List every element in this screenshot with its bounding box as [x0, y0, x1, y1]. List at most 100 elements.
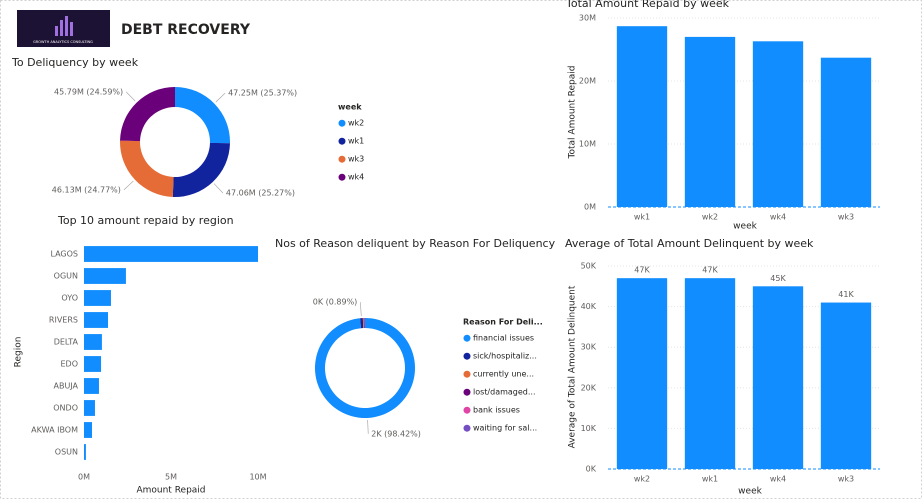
- legend-marker: [463, 424, 471, 432]
- y-tick-label: 50K: [581, 262, 597, 271]
- legend-label: wk1: [348, 137, 364, 146]
- bar: [84, 312, 109, 328]
- x-tick-label: wk3: [838, 213, 854, 222]
- y-tick-label: 0M: [584, 203, 596, 212]
- chart-title: Average of Total Amount Delinquent by we…: [565, 237, 814, 250]
- legend-label: lost/damaged...: [473, 388, 536, 397]
- data-label: 0K (0.89%): [313, 298, 358, 307]
- leader-line: [125, 91, 136, 102]
- y-tick-label: 40K: [581, 302, 597, 311]
- donut-slice: [120, 140, 174, 197]
- bar: [84, 356, 102, 372]
- chart-title: Total Amount Repaid by week: [565, 0, 730, 10]
- x-tick-label: wk1: [634, 213, 650, 222]
- x-tick-label: 5M: [165, 473, 177, 482]
- legend-marker: [338, 173, 346, 181]
- logo: [17, 10, 110, 47]
- bar: [84, 378, 99, 394]
- y-tick-label: ABUJA: [53, 382, 78, 391]
- legend-label: sick/hospitaliz...: [473, 352, 537, 361]
- x-tick-label: wk1: [702, 475, 718, 484]
- x-tick-label: wk2: [702, 213, 718, 222]
- data-label: 47K: [702, 266, 718, 275]
- bar: [820, 302, 872, 469]
- logo-icon: [55, 16, 73, 36]
- data-label: 47K: [634, 266, 650, 275]
- legend-label: wk3: [348, 155, 364, 164]
- data-label: 41K: [838, 290, 854, 299]
- chart-title: Nos of Reason deliquent by Reason For De…: [275, 237, 556, 250]
- data-label: 2K (98.42%): [371, 429, 421, 438]
- bar: [684, 36, 736, 208]
- y-tick-label: 10K: [581, 424, 597, 433]
- x-tick-label: wk2: [634, 475, 650, 484]
- legend-label: wk2: [348, 119, 364, 128]
- donut-slice: [362, 318, 365, 329]
- legend-marker: [463, 352, 471, 360]
- legend-label: currently une...: [473, 370, 534, 379]
- y-tick-label: EDO: [60, 360, 78, 369]
- x-tick-label: wk4: [770, 213, 786, 222]
- y-tick-label: OYO: [61, 294, 78, 303]
- x-axis-title: week: [733, 222, 757, 232]
- leader-line: [215, 92, 226, 103]
- y-tick-label: 10M: [579, 140, 596, 149]
- y-tick-label: 20K: [581, 383, 597, 392]
- data-label: 46.13M (24.77%): [52, 185, 121, 194]
- x-tick-label: 0M: [78, 473, 90, 482]
- bar: [84, 290, 111, 306]
- legend-label: wk4: [348, 173, 364, 182]
- legend-marker: [463, 388, 471, 396]
- bar: [84, 334, 102, 350]
- donut-slice: [360, 318, 364, 329]
- y-tick-label: OSUN: [55, 448, 78, 457]
- bar: [84, 422, 93, 438]
- y-axis-title: Average of Total Amount Delinquent: [568, 285, 578, 448]
- legend-marker: [463, 370, 471, 378]
- donut-slice: [120, 87, 175, 142]
- leader-line: [213, 183, 224, 194]
- x-tick-label: wk3: [838, 475, 854, 484]
- y-tick-label: DELTA: [54, 338, 79, 347]
- donut-slice: [175, 87, 230, 144]
- bar: [616, 278, 668, 469]
- y-tick-label: 30M: [579, 14, 596, 23]
- bar: [684, 278, 736, 469]
- x-axis-title: Amount Repaid: [136, 486, 205, 496]
- y-tick-label: AKWA IBOM: [31, 426, 78, 435]
- legend-label: financial issues: [473, 334, 534, 343]
- chart-title: To Deliquency by week: [11, 56, 139, 69]
- data-label: 45.79M (24.59%): [54, 87, 123, 96]
- bar: [84, 444, 86, 460]
- legend-marker: [463, 334, 471, 342]
- legend-title: week: [338, 103, 362, 112]
- x-tick-label: 10M: [249, 473, 266, 482]
- chart-title: Top 10 amount repaid by region: [57, 214, 234, 227]
- x-tick-label: wk4: [770, 475, 786, 484]
- bar: [84, 400, 95, 416]
- legend-title: Reason For Deli...: [463, 318, 543, 327]
- legend-marker: [463, 406, 471, 414]
- data-label: 47.25M (25.37%): [228, 89, 297, 98]
- y-tick-label: OGUN: [54, 272, 78, 281]
- leader-line: [367, 419, 369, 434]
- legend-marker: [338, 119, 346, 127]
- donut-slice: [363, 318, 365, 329]
- legend-label: waiting for sal...: [473, 424, 537, 433]
- page-title: DEBT RECOVERY: [121, 22, 251, 38]
- bar: [820, 57, 872, 207]
- y-tick-label: LAGOS: [50, 250, 78, 259]
- y-tick-label: 20M: [579, 77, 596, 86]
- bar: [84, 246, 258, 262]
- bar: [84, 268, 126, 284]
- x-axis-title: week: [738, 487, 762, 497]
- data-label: 47.06M (25.27%): [226, 189, 295, 198]
- leader-line: [123, 180, 134, 191]
- bar: [752, 286, 804, 469]
- legend-marker: [338, 137, 346, 145]
- legend-label: bank issues: [473, 406, 520, 415]
- y-axis-title: Region: [14, 337, 24, 368]
- y-tick-label: 0K: [586, 465, 597, 474]
- data-label: 45K: [770, 274, 786, 283]
